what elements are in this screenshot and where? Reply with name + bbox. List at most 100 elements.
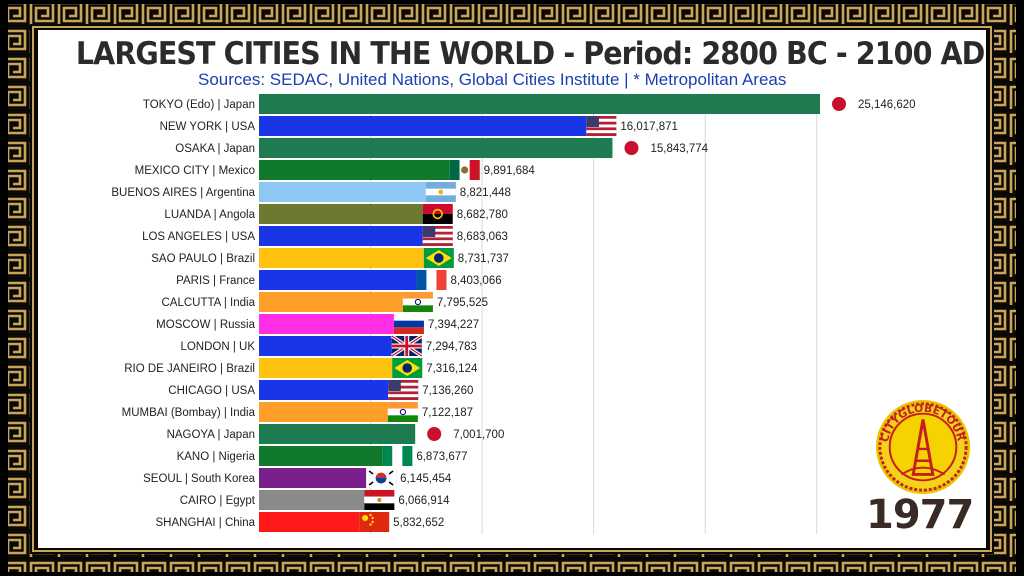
- flag-stripe: [586, 118, 617, 122]
- angola-flag: [422, 204, 453, 224]
- flag-disc: [427, 427, 442, 441]
- flag-emblem: [461, 166, 469, 174]
- value-label: 6,873,677: [416, 451, 467, 463]
- bar: [259, 402, 418, 422]
- china-flag: [359, 512, 390, 532]
- flag-band: [426, 270, 437, 290]
- bar: [259, 468, 397, 488]
- flag-cross-red: [391, 336, 422, 356]
- flag-band: [393, 327, 424, 334]
- category-label: MEXICO CITY | Mexico: [135, 165, 255, 177]
- value-label: 8,683,063: [457, 231, 508, 243]
- value-label: 7,394,227: [428, 319, 479, 331]
- category-label: KANO | Nigeria: [177, 451, 256, 463]
- category-label: PARIS | France: [176, 275, 255, 287]
- flag-stripe: [388, 388, 419, 392]
- bar: [259, 160, 480, 180]
- flag-stripe: [586, 127, 617, 131]
- flag-stripe: [422, 228, 453, 232]
- usa-flag: [586, 116, 617, 136]
- chart-title: LARGEST CITIES IN THE WORLD - Period: 28…: [75, 36, 985, 72]
- category-label: NAGOYA | Japan: [167, 429, 255, 441]
- bar-row: PARIS | France 8,403,066: [176, 270, 502, 290]
- bar-row: OSAKA | Japan 15,843,774: [175, 138, 709, 158]
- chart-subtitle: Sources: SEDAC, United Nations, Global C…: [198, 70, 787, 89]
- bar-row: LONDON | UK 7,294,783: [180, 334, 477, 358]
- flag-canton: [422, 226, 436, 237]
- bar: [259, 226, 453, 246]
- flag-small-star: [371, 516, 374, 520]
- flag-wheel: [399, 408, 406, 416]
- japan-flag: [616, 138, 647, 158]
- russia-flag: [393, 314, 424, 334]
- value-label: 7,001,700: [453, 429, 504, 441]
- value-label: 8,731,737: [458, 253, 509, 265]
- value-label: 25,146,620: [858, 99, 916, 111]
- flag-stripe: [422, 240, 453, 244]
- uk-flag: [390, 334, 423, 358]
- category-label: OSAKA | Japan: [175, 143, 255, 155]
- bar: [259, 204, 453, 224]
- flag-stripe: [586, 121, 617, 125]
- value-label: 7,136,260: [422, 385, 473, 397]
- flag-canton: [388, 380, 401, 391]
- flag-disc: [832, 97, 846, 111]
- bar: [259, 424, 416, 444]
- category-label: TOKYO (Edo) | Japan: [143, 99, 255, 111]
- flag-taeguk-blue: [375, 478, 387, 484]
- flag-emblem: [432, 208, 443, 220]
- value-label: 9,891,684: [484, 165, 536, 177]
- flag-band: [387, 408, 418, 416]
- bar: [259, 116, 617, 136]
- egypt-flag: [364, 490, 395, 510]
- flag-band: [393, 320, 424, 328]
- value-label: 6,145,454: [400, 473, 452, 485]
- bar-row: SAO PAULO | Brazil 8,731,737: [151, 248, 509, 268]
- flag-stripe: [586, 116, 617, 119]
- flag-stripe: [586, 130, 617, 134]
- bar-row: TOKYO (Edo) | Japan 25,146,620: [143, 94, 916, 114]
- category-label: CHICAGO | USA: [168, 385, 255, 397]
- value-label: 16,017,871: [620, 121, 678, 133]
- flag-star: [362, 515, 369, 521]
- india-flag: [387, 402, 418, 422]
- category-label: RIO DE JANEIRO | Brazil: [124, 363, 255, 375]
- bar-row: LOS ANGELES | USA 8,683,063: [142, 226, 508, 246]
- bar: [259, 248, 454, 268]
- bar-row: KANO | Nigeria 6,873,677: [177, 446, 468, 466]
- bar: [259, 380, 419, 400]
- category-label: CAIRO | Egypt: [180, 495, 256, 507]
- brazil-flag: [423, 248, 454, 268]
- flag-band: [387, 402, 418, 409]
- mexico-flag: [449, 160, 480, 180]
- bar: [259, 358, 423, 378]
- flag-band: [402, 446, 413, 466]
- flag-field: [359, 512, 390, 532]
- cityglobetour-logo: CITYGLOBETOUR: [875, 399, 971, 495]
- south-korea-flag: [366, 468, 397, 488]
- category-label: BUENOS AIRES | Argentina: [111, 187, 255, 199]
- bar-row: NEW YORK | USA 16,017,871: [160, 116, 678, 136]
- category-label: SEOUL | South Korea: [143, 473, 255, 485]
- category-label: NEW YORK | USA: [160, 121, 256, 133]
- bar-row: SEOUL | South Korea 6,145,454: [143, 468, 452, 488]
- flag-band: [387, 415, 418, 422]
- flag-wheel: [414, 298, 422, 306]
- flag-band: [402, 298, 433, 306]
- value-label: 8,403,066: [450, 275, 501, 287]
- flag-band: [402, 292, 433, 299]
- bar: [259, 336, 422, 356]
- flag-small-star: [371, 520, 374, 524]
- value-label: 7,316,124: [426, 363, 478, 375]
- category-label: MUMBAI (Bombay) | India: [122, 407, 256, 419]
- bar-row: CHICAGO | USA 7,136,260: [168, 380, 473, 400]
- flag-disc: [624, 141, 639, 155]
- bar-row: NAGOYA | Japan 7,001,700: [167, 424, 504, 444]
- flag-stripe: [388, 385, 419, 389]
- flag-eagle: [377, 498, 382, 502]
- chart-panel: LARGEST CITIES IN THE WORLD - Period: 28…: [38, 30, 986, 548]
- usa-flag: [422, 226, 453, 246]
- japan-flag: [419, 424, 450, 444]
- category-label: LOS ANGELES | USA: [142, 231, 255, 243]
- category-label: LUANDA | Angola: [164, 209, 255, 221]
